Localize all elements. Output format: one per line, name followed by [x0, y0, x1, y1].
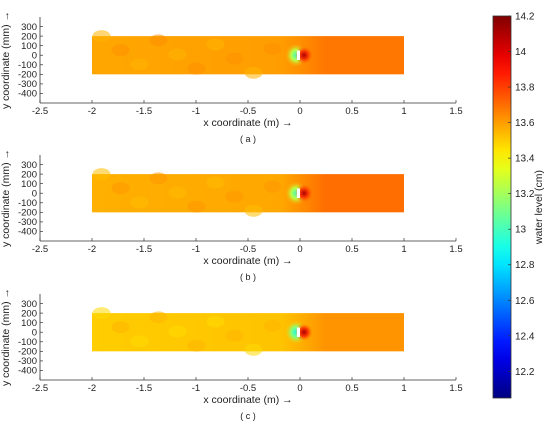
- colorbar-tick-label: 13.2: [515, 189, 535, 200]
- colorbar-tick-label: 12.2: [515, 367, 535, 378]
- x-tick-label: 1.5: [449, 106, 462, 117]
- colorbar-tick-label: 14.2: [515, 12, 535, 23]
- y-tick-label: -100: [18, 60, 37, 71]
- x-tick-label: 1: [401, 244, 406, 255]
- x-tick-label: 0: [297, 106, 302, 117]
- x-tick-label: 1: [401, 106, 406, 117]
- y-axis-label: y coordinate (mm) →: [0, 11, 12, 109]
- colorbar-tick-label: 12.4: [515, 331, 535, 342]
- y-tick-label: 0: [32, 189, 37, 200]
- y-axis-label: y coordinate (mm) →: [0, 288, 12, 386]
- y-tick-label: 300: [21, 299, 37, 310]
- y-axis-label: y coordinate (mm) →: [0, 149, 12, 247]
- field-texture: [92, 168, 282, 217]
- y-tick-label: 0: [32, 51, 37, 62]
- panel-caption: ( c ): [240, 411, 256, 421]
- x-tick-label: -2.5: [32, 106, 48, 117]
- x-tick-label: 1: [401, 383, 406, 394]
- y-tick-label: 200: [21, 31, 37, 42]
- y-tick-label: -200: [18, 208, 37, 219]
- y-tick-label: -400: [18, 89, 37, 100]
- y-tick-label: -400: [18, 366, 37, 377]
- y-tick-label: -200: [18, 70, 37, 81]
- x-tick-label: 0: [297, 244, 302, 255]
- x-axis-label: x coordinate (m) →: [203, 255, 292, 267]
- x-tick-label: -1: [192, 383, 200, 394]
- x-tick-label: -1.5: [136, 383, 152, 394]
- x-tick-label: 0.5: [345, 106, 358, 117]
- x-tick-label: -2: [88, 383, 96, 394]
- x-axis-label: x coordinate (m) →: [203, 117, 292, 129]
- y-tick-label: -100: [18, 337, 37, 348]
- obstacle: [296, 50, 300, 60]
- y-tick-label: -400: [18, 227, 37, 238]
- x-tick-label: -2: [88, 244, 96, 255]
- colorbar-tick-label: 13.8: [515, 83, 535, 94]
- y-tick-label: -300: [18, 79, 37, 90]
- y-tick-label: 100: [21, 41, 37, 52]
- y-tick-label: -300: [18, 356, 37, 367]
- x-axis-label: x coordinate (m) →: [203, 394, 292, 406]
- panel-2: -2.5 -2 -1.5 -1 -0.5 0 0.5 1 1.53002001000-100-2…: [0, 149, 463, 282]
- x-tick-label: 0.5: [345, 244, 358, 255]
- colorbar-tick-label: 13.6: [515, 118, 535, 129]
- colorbar: 14.2 14 13.8 13.6 13.4 13.2 13 12.8 12.6 12.4 12.2…: [492, 12, 545, 399]
- x-tick-label: -2.5: [32, 383, 48, 394]
- y-tick-label: 200: [21, 169, 37, 180]
- panel-caption: ( a ): [240, 134, 256, 144]
- x-tick-label: 1.5: [449, 244, 462, 255]
- panel-1: -2.5 -2 -1.5 -1 -0.5 0 0.5 1 1.53002001000-100-2…: [0, 11, 463, 144]
- y-tick-label: 0: [32, 328, 37, 339]
- x-tick-label: 1.5: [449, 383, 462, 394]
- y-tick-label: -200: [18, 347, 37, 358]
- colorbar-tick-label: 13.4: [515, 154, 535, 165]
- colorbar-label: water level (cm): [533, 170, 545, 245]
- colorbar-scale: [492, 15, 512, 399]
- y-tick-label: -300: [18, 217, 37, 228]
- x-tick-label: -1.5: [136, 244, 152, 255]
- x-tick-label: -0.5: [240, 383, 256, 394]
- field-texture: [92, 307, 282, 356]
- y-tick-label: 100: [21, 318, 37, 329]
- x-tick-label: -0.5: [240, 106, 256, 117]
- x-tick-label: -1: [192, 106, 200, 117]
- colorbar-tick-label: 13: [515, 225, 527, 236]
- y-tick-label: 200: [21, 308, 37, 319]
- colorbar-tick-label: 14: [515, 47, 527, 58]
- y-tick-label: 100: [21, 179, 37, 190]
- x-tick-label: -2.5: [32, 244, 48, 255]
- panels: -2.5 -2 -1.5 -1 -0.5 0 0.5 1 1.53002001000-100-2…: [0, 11, 463, 421]
- panel-caption: ( b ): [240, 272, 256, 282]
- colorbar-tick-label: 12.6: [515, 296, 535, 307]
- x-tick-label: -1.5: [136, 106, 152, 117]
- field-texture: [92, 30, 282, 79]
- x-tick-label: 0: [297, 383, 302, 394]
- x-tick-label: -0.5: [240, 244, 256, 255]
- x-tick-label: -1: [192, 244, 200, 255]
- x-tick-label: 0.5: [345, 383, 358, 394]
- y-tick-label: 300: [21, 160, 37, 171]
- colorbar-tick-label: 12.8: [515, 260, 535, 271]
- panel-3: -2.5 -2 -1.5 -1 -0.5 0 0.5 1 1.53002001000-100-2…: [0, 288, 463, 421]
- x-tick-label: -2: [88, 106, 96, 117]
- obstacle: [296, 188, 300, 198]
- obstacle: [296, 327, 300, 337]
- y-tick-label: 300: [21, 22, 37, 33]
- y-tick-label: -100: [18, 198, 37, 209]
